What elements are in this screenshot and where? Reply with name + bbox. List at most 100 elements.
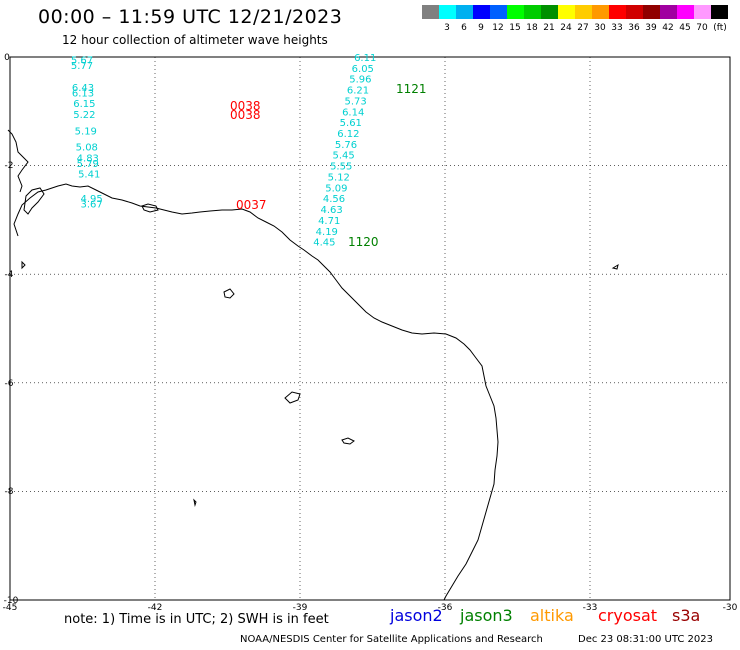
lat-label: -8 xyxy=(5,487,14,497)
wave-height-label: 6.13 xyxy=(72,88,94,99)
legend-label: 30 xyxy=(594,23,606,33)
legend-label: 33 xyxy=(611,23,623,33)
page-title: 00:00 – 11:59 UTC 12/21/2023 xyxy=(38,6,343,28)
legend-swatch xyxy=(711,5,728,19)
wave-height-label: 5.67 xyxy=(71,56,93,67)
legend-swatch xyxy=(507,5,524,19)
wave-height-label: 4.63 xyxy=(320,205,342,216)
legend-swatch xyxy=(626,5,643,19)
legend-swatch xyxy=(643,5,660,19)
legend-label: 15 xyxy=(509,23,521,33)
lon-label: -45 xyxy=(3,603,18,613)
legend-label: 24 xyxy=(560,23,572,33)
graticule xyxy=(10,57,730,600)
satellite-label-jason3: jason3 xyxy=(460,606,513,625)
wave-height-label: 5.12 xyxy=(328,173,350,184)
wave-height-label: 5.76 xyxy=(335,140,357,151)
wave-height-label: 6.12 xyxy=(337,129,359,140)
wave-height-label: 5.08 xyxy=(76,143,98,154)
coastline xyxy=(7,129,619,601)
wave-height-label: 4.71 xyxy=(318,216,340,227)
wave-height-label: 5.79 xyxy=(77,159,99,170)
legend-swatch xyxy=(456,5,473,19)
lat-label: -10 xyxy=(4,596,19,606)
wave-height-label: 4.45 xyxy=(313,238,335,249)
satellite-label-jason2: jason2 xyxy=(390,606,443,625)
lat-label: 0 xyxy=(4,53,10,63)
wave-height-label: 4.19 xyxy=(316,227,338,238)
legend-label: 9 xyxy=(478,23,484,33)
wave-height-label: 5.19 xyxy=(75,126,97,137)
pass-time-label: 1121 xyxy=(396,82,427,96)
satellite-label-cryosat: cryosat xyxy=(598,606,658,625)
legend-label: 18 xyxy=(526,23,538,33)
wave-height-label: 5.73 xyxy=(344,96,366,107)
lon-labels: -45 -42 -39 -36 -33 -30 xyxy=(3,603,738,613)
legend-label: 45 xyxy=(679,23,691,33)
wave-height-label: 6.15 xyxy=(73,99,95,110)
lat-label: -4 xyxy=(5,270,14,280)
lon-label: -39 xyxy=(293,603,308,613)
wave-height-label: 6.05 xyxy=(352,64,374,75)
wave-height-label: 6.43 xyxy=(72,83,94,94)
lon-label: -30 xyxy=(723,603,738,613)
pass-times: 0038 0038 0037 1121 1120 xyxy=(230,82,427,249)
legend-label: 42 xyxy=(662,23,674,33)
legend-label: 36 xyxy=(628,23,640,33)
page-subtitle: 12 hour collection of altimeter wave hei… xyxy=(62,33,328,47)
pass-time-label: 0037 xyxy=(236,198,267,212)
credit-line: NOAA/NESDIS Center for Satellite Applica… xyxy=(240,634,543,645)
wave-height-label: 4.95 xyxy=(80,194,102,205)
pass-time-label: 0038 xyxy=(230,99,261,113)
lat-label: -6 xyxy=(5,379,14,389)
legend-label: 70 xyxy=(696,23,708,33)
wave-height-label: 6.14 xyxy=(342,107,364,118)
wave-height-label: 5.96 xyxy=(349,75,371,86)
legend-swatch xyxy=(660,5,677,19)
wave-height-label: 5.61 xyxy=(340,118,362,129)
legend-swatch xyxy=(609,5,626,19)
satellite-label-altika: altika xyxy=(530,606,574,625)
legend-swatch xyxy=(439,5,456,19)
legend-label: 6 xyxy=(461,23,467,33)
generated-timestamp: Dec 23 08:31:00 UTC 2023 xyxy=(578,634,713,645)
wave-height-label: 5.09 xyxy=(325,183,347,194)
legend-label: 3 xyxy=(444,23,450,33)
footnote: note: 1) Time is in UTC; 2) SWH is in fe… xyxy=(64,612,329,627)
legend-label: 21 xyxy=(543,23,555,33)
wave-height-label: 5.41 xyxy=(78,170,100,181)
legend-unit: (ft) xyxy=(713,23,727,33)
altimeter-tracks: 5.675.77 6.436.136.155.22 5.19 5.084.835.79… xyxy=(71,53,376,249)
legend-swatch xyxy=(592,5,609,19)
legend-swatch xyxy=(558,5,575,19)
pass-time-label: 1120 xyxy=(348,235,379,249)
pass-time-label: 0038 xyxy=(230,108,261,122)
legend-swatch xyxy=(524,5,541,19)
wave-height-label: 5.77 xyxy=(71,61,93,72)
lat-labels: 0 -2 -4 -6 -8 -10 xyxy=(4,53,19,606)
legend-swatch xyxy=(694,5,711,19)
legend-label: 39 xyxy=(645,23,657,33)
legend-swatch xyxy=(422,5,439,19)
legend-swatch xyxy=(541,5,558,19)
wave-height-label: 4.56 xyxy=(323,194,345,205)
wave-height-label: 4.83 xyxy=(77,154,99,165)
satellite-label-s3a: s3a xyxy=(672,606,701,625)
legend-label: 12 xyxy=(492,23,504,33)
wave-height-label: 5.45 xyxy=(332,151,354,162)
lon-label: -33 xyxy=(583,603,598,613)
legend-swatch xyxy=(575,5,592,19)
legend-swatch xyxy=(677,5,694,19)
wave-height-label: 6.11 xyxy=(354,53,376,64)
map-frame xyxy=(9,56,731,601)
lon-label: -42 xyxy=(148,603,163,613)
legend-swatch xyxy=(473,5,490,19)
wave-height-label: 5.55 xyxy=(330,162,352,173)
wave-height-label: 5.22 xyxy=(73,110,95,121)
wave-height-label: 6.21 xyxy=(347,86,369,97)
legend-swatch xyxy=(490,5,507,19)
legend-label: 27 xyxy=(577,23,589,33)
wave-height-label: 3.67 xyxy=(80,200,102,211)
lon-label: -36 xyxy=(438,603,453,613)
